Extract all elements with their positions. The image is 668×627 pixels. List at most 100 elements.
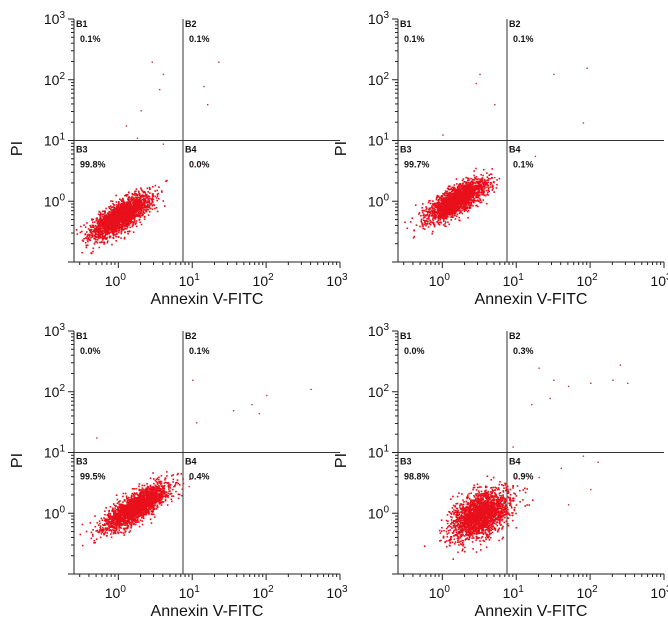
event-point	[87, 233, 90, 236]
event-point	[438, 214, 441, 217]
outlier-point	[162, 73, 165, 76]
event-point	[424, 228, 426, 230]
event-point	[435, 198, 438, 201]
event-point	[92, 250, 94, 253]
event-point	[473, 200, 475, 203]
event-point	[472, 182, 474, 185]
event-point	[445, 217, 448, 220]
event-point	[110, 206, 113, 209]
event-point	[459, 196, 461, 198]
event-point	[115, 219, 118, 222]
event-point	[454, 212, 457, 214]
event-point	[105, 218, 108, 220]
event-point	[121, 221, 124, 223]
event-point	[458, 194, 460, 196]
event-point	[437, 209, 439, 211]
event-point	[117, 208, 119, 210]
event-point	[116, 214, 119, 217]
event-point	[143, 493, 145, 495]
event-point	[462, 192, 465, 195]
event-point	[135, 190, 137, 192]
event-point	[105, 207, 107, 210]
event-point	[117, 220, 120, 222]
event-point	[421, 209, 423, 212]
event-point	[433, 210, 436, 212]
event-point	[95, 233, 98, 235]
event-point	[430, 215, 433, 217]
event-point	[125, 202, 127, 204]
event-point	[110, 227, 113, 230]
event-point	[451, 215, 454, 218]
event-point	[421, 207, 423, 209]
event-point	[90, 234, 92, 237]
event-point	[104, 228, 107, 231]
event-point	[138, 192, 141, 195]
event-point	[448, 206, 451, 209]
event-point	[120, 217, 123, 219]
event-point	[437, 200, 440, 203]
quadrant-percent: 0.1%	[80, 34, 101, 44]
event-point	[454, 218, 457, 220]
event-point	[116, 233, 118, 235]
event-point	[139, 221, 141, 223]
event-point	[445, 204, 448, 207]
event-point	[134, 212, 137, 214]
event-point	[130, 197, 133, 199]
event-point	[108, 219, 111, 221]
event-point	[94, 232, 97, 234]
event-point	[109, 227, 111, 230]
x-tick-label: 102	[253, 584, 275, 601]
event-point	[109, 229, 111, 231]
event-point	[443, 206, 446, 208]
event-point	[86, 222, 88, 224]
event-point	[466, 196, 468, 199]
event-point	[434, 202, 436, 205]
event-point	[431, 209, 433, 212]
quadrant-percent: 0.1%	[189, 34, 210, 44]
event-point	[442, 200, 445, 203]
event-point	[426, 207, 428, 210]
event-point	[443, 200, 446, 203]
event-point	[438, 204, 441, 206]
event-point	[93, 237, 95, 240]
event-point	[111, 220, 113, 223]
event-point	[98, 219, 100, 221]
event-point	[147, 191, 149, 193]
event-point	[142, 194, 144, 196]
event-point	[113, 226, 115, 228]
event-point	[466, 177, 469, 179]
event-point	[457, 206, 459, 208]
event-point	[450, 187, 453, 189]
event-point	[126, 227, 128, 230]
event-point	[148, 204, 151, 207]
event-point	[445, 198, 447, 200]
event-point	[459, 205, 462, 207]
event-point	[420, 218, 423, 221]
event-point	[112, 232, 115, 234]
event-point	[90, 226, 92, 228]
event-point	[133, 213, 136, 215]
event-point	[118, 211, 120, 213]
event-point	[448, 211, 451, 213]
event-point	[120, 199, 122, 201]
event-point	[113, 234, 115, 237]
event-point	[120, 204, 123, 207]
event-point	[487, 191, 489, 194]
event-point	[118, 223, 120, 225]
event-point	[449, 192, 452, 195]
event-point	[486, 179, 488, 181]
event-point	[429, 207, 432, 209]
event-point	[412, 237, 415, 239]
event-point	[486, 176, 489, 178]
event-point	[463, 189, 465, 192]
event-point	[461, 207, 463, 209]
event-point	[105, 230, 108, 232]
event-point	[443, 209, 446, 211]
event-point	[84, 237, 87, 239]
event-point	[467, 200, 470, 203]
event-point	[127, 211, 130, 214]
event-point	[140, 206, 143, 208]
event-point	[459, 209, 461, 212]
event-point	[486, 186, 488, 189]
y-tick-label: 102	[44, 383, 66, 400]
